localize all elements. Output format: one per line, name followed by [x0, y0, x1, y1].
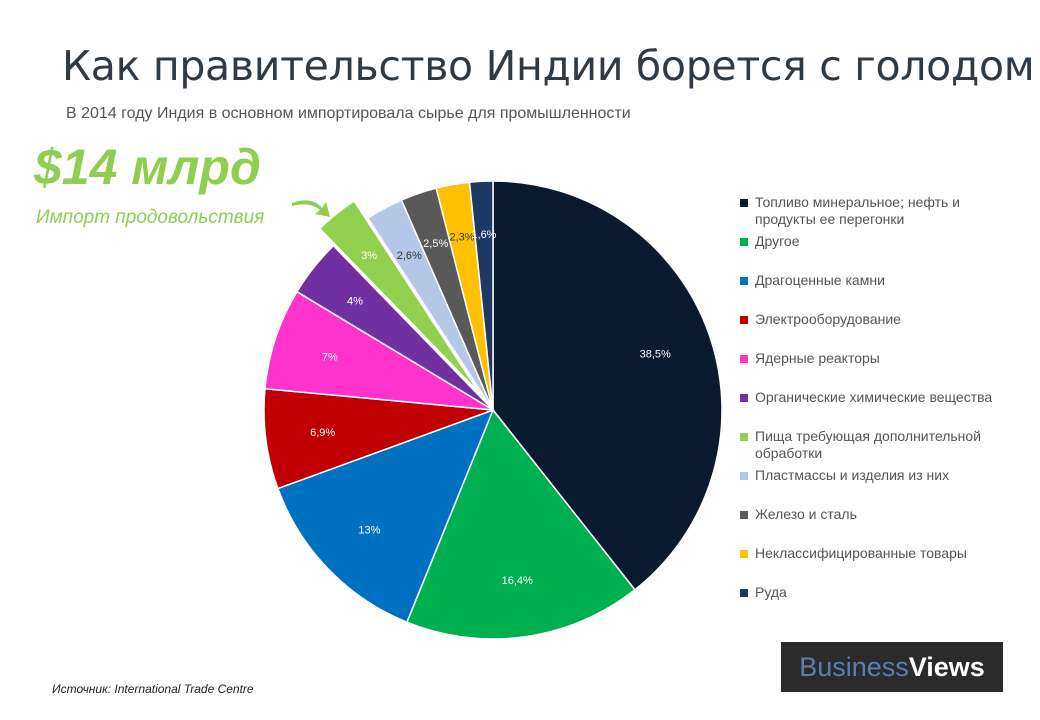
legend-swatch	[740, 355, 748, 363]
businessviews-logo: Business Views	[781, 642, 1003, 692]
callout-arrow	[292, 200, 330, 217]
slice-data-label: 3%	[361, 250, 377, 262]
chart-subtitle: В 2014 году Индия в основном импортирова…	[66, 105, 631, 122]
pie-labels: 38,5% 16,4% 13% 6,9% 7% 4% 3% 2,6%2,5%2,3%1,6%	[310, 229, 671, 587]
legend-swatch	[740, 394, 748, 402]
logo-text-views: Views	[908, 651, 985, 682]
slice-data-label: 2,6%	[397, 250, 422, 262]
legend-label: Ядерные реакторы	[755, 350, 880, 366]
legend-item: Другое	[740, 233, 1000, 250]
pie-slice	[295, 244, 494, 411]
slice-data-label: 38,5%	[640, 349, 671, 361]
food-import-caption: Импорт продовольствия	[36, 207, 265, 228]
source-note: Источник: International Trade Centre	[52, 682, 254, 696]
legend-swatch	[740, 433, 748, 441]
legend-label: Топливо минеральное; нефть и продукты ее…	[755, 194, 960, 227]
slice-data-label: 2,5%	[423, 238, 448, 250]
legend-label: Другое	[755, 233, 800, 249]
legend-label: Органические химические вещества	[755, 389, 993, 405]
legend-item: Железо и сталь	[740, 506, 1000, 523]
logo-text-business: Business	[799, 651, 909, 682]
pie-slices	[263, 180, 723, 640]
legend-label: Неклассифицированные товары	[755, 545, 967, 561]
legend-item: Электрооборудование	[740, 311, 1000, 328]
pie-slice	[318, 200, 480, 394]
legend-label: Пища требующая дополнительной обработки	[755, 428, 982, 461]
pie-slice	[492, 180, 723, 591]
chart-title: Как правительство Индии борется с голодо…	[62, 42, 1035, 90]
pie-slice	[264, 290, 494, 411]
legend-swatch	[740, 511, 748, 519]
legend-item: Пища требующая дополнительной обработки	[740, 428, 1000, 462]
legend-swatch	[740, 238, 748, 246]
slice-data-label: 2,3%	[449, 231, 474, 243]
pie-slice	[405, 408, 636, 640]
legend-item: Пластмассы и изделия из них	[740, 467, 1000, 484]
legend-item: Органические химические вещества	[740, 389, 1000, 406]
legend-swatch	[740, 589, 748, 597]
food-import-amount: $14 млрд	[34, 139, 261, 195]
legend-swatch	[740, 277, 748, 285]
legend-label: Руда	[755, 584, 787, 600]
legend-swatch	[740, 550, 748, 558]
callout-arrow-shape	[292, 200, 330, 217]
pie-slice	[276, 408, 495, 624]
slice-data-label: 6,9%	[310, 427, 335, 439]
legend-label: Электрооборудование	[755, 311, 901, 327]
legend-item: Топливо минеральное; нефть и продукты ее…	[740, 194, 1000, 228]
legend-item: Ядерные реакторы	[740, 350, 1000, 367]
legend-label: Драгоценные камни	[755, 272, 885, 288]
legend-label: Железо и сталь	[755, 506, 857, 522]
pie-slice	[468, 180, 494, 411]
slice-data-label: 16,4%	[502, 575, 533, 587]
legend-swatch	[740, 199, 748, 207]
slice-data-label: 4%	[347, 295, 363, 307]
slice-data-label: 7%	[322, 351, 338, 363]
legend-item: Руда	[740, 584, 1000, 601]
legend-item: Неклассифицированные товары	[740, 545, 1000, 562]
legend-label: Пластмассы и изделия из них	[755, 467, 950, 483]
legend-swatch	[740, 472, 748, 480]
legend-item: Драгоценные камни	[740, 272, 1000, 289]
pie-slice	[263, 387, 494, 490]
slice-data-label: 1,6%	[471, 229, 496, 241]
slice-data-label: 13%	[358, 524, 380, 536]
legend-swatch	[740, 316, 748, 324]
